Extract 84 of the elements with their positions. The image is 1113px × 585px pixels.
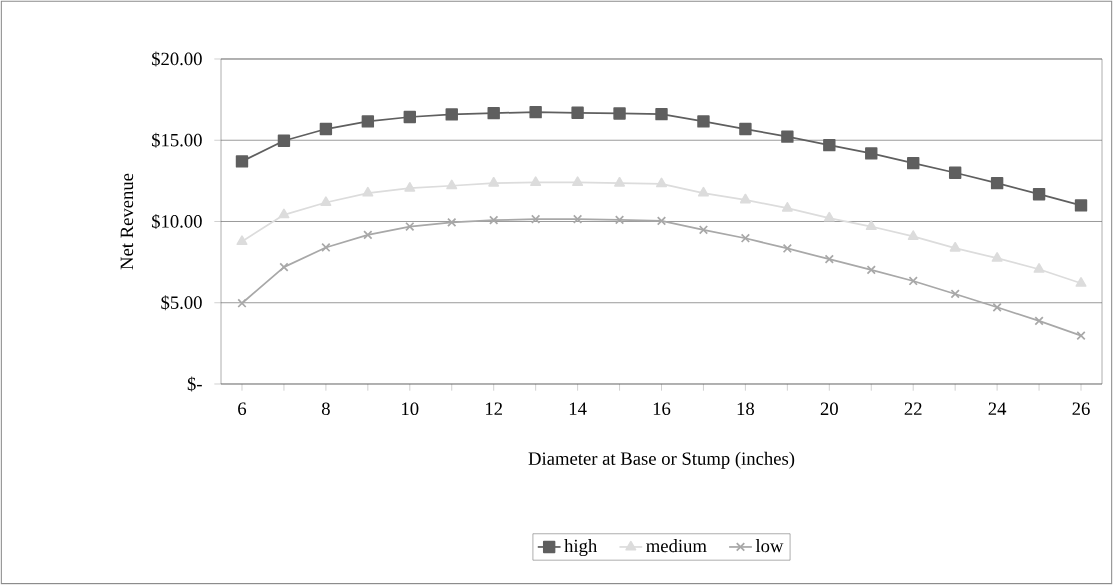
point (697, 186, 709, 197)
point (656, 216, 667, 226)
x-tick-label: 6 (238, 402, 247, 416)
y-axis-title: Net Revenue (120, 173, 134, 270)
point (990, 176, 1004, 190)
point (614, 176, 626, 187)
point (236, 235, 248, 246)
point (992, 302, 1002, 312)
point (571, 106, 584, 119)
x-tick-label: 14 (569, 402, 587, 415)
point (447, 217, 457, 228)
point (908, 276, 918, 286)
point (698, 225, 709, 235)
point (739, 122, 752, 136)
point (656, 177, 667, 188)
point (531, 214, 541, 224)
point (1076, 330, 1086, 341)
point (907, 156, 920, 170)
point (572, 176, 584, 187)
point (446, 179, 458, 190)
x-tick-label: 20 (820, 402, 838, 416)
point (781, 201, 793, 212)
x-tick-label: 18 (737, 402, 755, 416)
point (362, 186, 374, 197)
point (865, 220, 877, 231)
point (363, 230, 373, 240)
point (655, 107, 668, 121)
legend-label: low (755, 539, 784, 553)
point (865, 147, 878, 160)
x-axis-title: Diameter at Base or Stump (inches) (528, 451, 795, 469)
point (613, 107, 626, 120)
point (697, 115, 710, 128)
point (277, 134, 291, 147)
point (740, 233, 751, 243)
point (321, 242, 331, 253)
point (614, 215, 625, 225)
point (405, 221, 415, 232)
point (949, 241, 961, 252)
y-tick-label: $20.00 (151, 51, 202, 67)
point (948, 166, 962, 179)
point (487, 106, 500, 120)
point (866, 265, 876, 275)
point (488, 176, 500, 187)
point (319, 122, 333, 136)
point (320, 196, 332, 207)
x-tick-label: 8 (321, 402, 330, 416)
x-tick-label: 22 (904, 402, 922, 415)
point (278, 208, 290, 219)
point (782, 243, 792, 254)
x-tick-label: 12 (486, 402, 502, 415)
x-tick-label: 26 (1072, 402, 1090, 416)
point (279, 262, 289, 272)
point (445, 108, 458, 121)
x-tick-label: 24 (988, 402, 1007, 415)
y-tick-label: $5.00 (161, 295, 202, 311)
point (823, 211, 835, 222)
legend-label: medium (646, 539, 707, 553)
point (235, 155, 249, 168)
point (489, 215, 499, 225)
point (739, 193, 751, 204)
point (1033, 263, 1045, 273)
point (1074, 199, 1088, 212)
point (824, 254, 834, 264)
point (991, 252, 1003, 262)
point (403, 110, 416, 124)
point (781, 130, 794, 143)
point (237, 298, 247, 308)
x-tick-label: 10 (402, 402, 419, 416)
point (1034, 316, 1044, 326)
point (907, 230, 919, 240)
point (361, 115, 375, 128)
point (823, 138, 836, 152)
point (404, 181, 416, 192)
legend-label: high (564, 539, 598, 557)
x-tick-label: 16 (653, 402, 671, 416)
point (1032, 187, 1046, 201)
point (530, 176, 542, 187)
point (529, 105, 542, 119)
y-tick-label: $10.00 (151, 214, 202, 229)
y-tick-label: $15.00 (151, 132, 202, 148)
y-tick-label: $- (187, 376, 202, 392)
point (1075, 277, 1087, 287)
point (950, 289, 960, 299)
point (572, 214, 583, 224)
